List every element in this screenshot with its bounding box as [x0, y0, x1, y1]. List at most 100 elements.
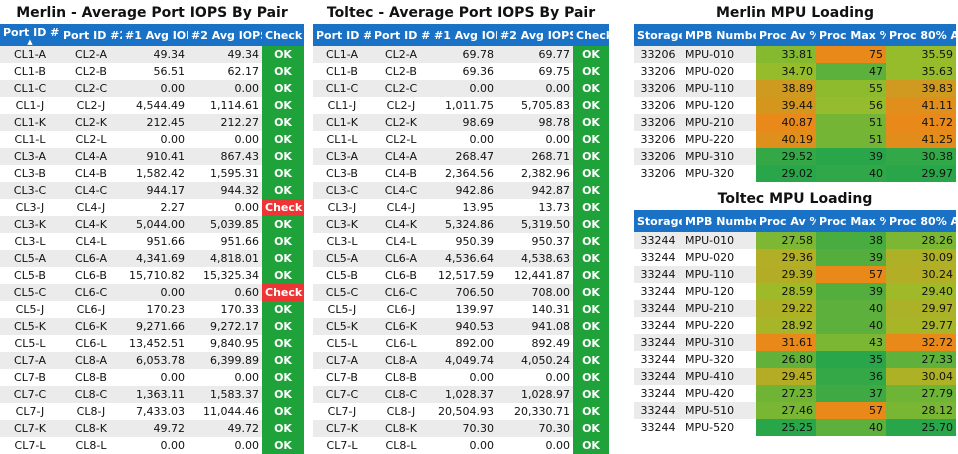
table-row[interactable]: 33206 MPU-120 39.44 56 41.11: [634, 97, 956, 114]
toltec-col-check[interactable]: Check: [573, 24, 609, 46]
table-row[interactable]: CL1-A CL2-A 49.34 49.34 OK: [0, 46, 304, 63]
table-row[interactable]: CL1-K CL2-K 212.45 212.27 OK: [0, 114, 304, 131]
table-row[interactable]: 33206 MPU-020 34.70 47 35.63: [634, 63, 956, 80]
table-row[interactable]: CL7-A CL8-A 4,049.74 4,050.24 OK: [313, 352, 609, 369]
table-row[interactable]: CL1-C CL2-C 0.00 0.00 OK: [0, 80, 304, 97]
table-row[interactable]: 33206 MPU-220 40.19 51 41.25: [634, 131, 956, 148]
storage-cell: 33206: [634, 97, 682, 114]
toltec-mpu-col-80[interactable]: Proc 80% Av: [886, 210, 956, 232]
table-row[interactable]: CL1-C CL2-C 0.00 0.00 OK: [313, 80, 609, 97]
table-row[interactable]: CL1-J CL2-J 1,011.75 5,705.83 OK: [313, 97, 609, 114]
table-row[interactable]: CL1-J CL2-J 4,544.49 1,114.61 OK: [0, 97, 304, 114]
table-row[interactable]: CL5-L CL6-L 892.00 892.49 OK: [313, 335, 609, 352]
table-row[interactable]: CL3-J CL4-J 13.95 13.73 OK: [313, 199, 609, 216]
table-row[interactable]: CL7-B CL8-B 0.00 0.00 OK: [313, 369, 609, 386]
table-row[interactable]: CL3-A CL4-A 910.41 867.43 OK: [0, 148, 304, 165]
check-status-cell: OK: [262, 46, 304, 63]
table-row[interactable]: CL7-K CL8-K 70.30 70.30 OK: [313, 420, 609, 437]
table-row[interactable]: CL1-A CL2-A 69.78 69.77 OK: [313, 46, 609, 63]
table-row[interactable]: CL7-L CL8-L 0.00 0.00 OK: [313, 437, 609, 454]
table-row[interactable]: CL5-K CL6-K 9,271.66 9,272.17 OK: [0, 318, 304, 335]
toltec-col-avg1[interactable]: #1 Avg IOPS: [431, 24, 497, 46]
table-row[interactable]: CL1-K CL2-K 98.69 98.78 OK: [313, 114, 609, 131]
table-row[interactable]: 33244 MPU-010 27.58 38 28.26: [634, 232, 956, 249]
table-row[interactable]: CL3-C CL4-C 944.17 944.32 OK: [0, 182, 304, 199]
table-row[interactable]: CL7-J CL8-J 7,433.03 11,044.46 OK: [0, 403, 304, 420]
table-row[interactable]: CL1-B CL2-B 56.51 62.17 OK: [0, 63, 304, 80]
table-row[interactable]: CL7-A CL8-A 6,053.78 6,399.89 OK: [0, 352, 304, 369]
toltec-mpu-col-storage[interactable]: Storage: [634, 210, 682, 232]
table-row[interactable]: 33206 MPU-310 29.52 39 30.38: [634, 148, 956, 165]
table-row[interactable]: 33244 MPU-420 27.23 37 27.79: [634, 385, 956, 402]
table-row[interactable]: CL3-L CL4-L 950.39 950.37 OK: [313, 233, 609, 250]
merlin-mpu-col-mpb[interactable]: MPB Number: [682, 24, 756, 46]
table-row[interactable]: 33244 MPU-410 29.45 36 30.04: [634, 368, 956, 385]
table-row[interactable]: CL5-B CL6-B 15,710.82 15,325.34 OK: [0, 267, 304, 284]
table-row[interactable]: CL3-L CL4-L 951.66 951.66 OK: [0, 233, 304, 250]
table-row[interactable]: 33244 MPU-310 31.61 43 32.72: [634, 334, 956, 351]
table-row[interactable]: CL5-B CL6-B 12,517.59 12,441.87 OK: [313, 267, 609, 284]
table-row[interactable]: CL5-A CL6-A 4,536.64 4,538.63 OK: [313, 250, 609, 267]
table-row[interactable]: 33244 MPU-120 28.59 39 29.40: [634, 283, 956, 300]
table-row[interactable]: CL3-B CL4-B 2,364.56 2,382.96 OK: [313, 165, 609, 182]
toltec-col-port1[interactable]: Port ID #1: [313, 24, 371, 46]
table-row[interactable]: CL7-B CL8-B 0.00 0.00 OK: [0, 369, 304, 386]
avg-iops-2-cell: 62.17: [188, 63, 262, 80]
table-row[interactable]: CL3-A CL4-A 268.47 268.71 OK: [313, 148, 609, 165]
table-row[interactable]: CL5-C CL6-C 706.50 708.00 OK: [313, 284, 609, 301]
merlin-col-avg2[interactable]: #2 Avg IOPS: [188, 24, 262, 46]
table-row[interactable]: CL1-L CL2-L 0.00 0.00 OK: [0, 131, 304, 148]
merlin-col-avg1[interactable]: #1 Avg IOPS: [122, 24, 188, 46]
toltec-col-avg2[interactable]: #2 Avg IOPS: [497, 24, 573, 46]
proc-max-cell: 40: [816, 317, 886, 334]
table-row[interactable]: CL3-C CL4-C 942.86 942.87 OK: [313, 182, 609, 199]
table-row[interactable]: 33244 MPU-510 27.46 57 28.12: [634, 402, 956, 419]
port-id-2-cell: CL4-K: [60, 216, 122, 233]
merlin-col-port1[interactable]: Port ID #1▲: [0, 24, 60, 46]
table-row[interactable]: 33206 MPU-010 33.81 75 35.59: [634, 46, 956, 63]
table-row[interactable]: 33244 MPU-520 25.25 40 25.70: [634, 419, 956, 436]
merlin-col-port2[interactable]: Port ID #2: [60, 24, 122, 46]
merlin-mpu-col-80[interactable]: Proc 80% Av: [886, 24, 956, 46]
port-id-1-cell: CL7-J: [313, 403, 371, 420]
merlin-mpu-col-max[interactable]: Proc Max %: [816, 24, 886, 46]
toltec-mpu-col-max[interactable]: Proc Max %: [816, 210, 886, 232]
table-row[interactable]: 33244 MPU-210 29.22 40 29.97: [634, 300, 956, 317]
table-row[interactable]: CL5-A CL6-A 4,341.69 4,818.01 OK: [0, 250, 304, 267]
table-row[interactable]: CL5-K CL6-K 940.53 941.08 OK: [313, 318, 609, 335]
avg-iops-2-cell: 15,325.34: [188, 267, 262, 284]
table-row[interactable]: CL5-J CL6-J 170.23 170.33 OK: [0, 301, 304, 318]
merlin-mpu-col-avg[interactable]: Proc Av %: [756, 24, 816, 46]
toltec-mpu-col-avg[interactable]: Proc Av %: [756, 210, 816, 232]
avg-iops-1-cell: 5,044.00: [122, 216, 188, 233]
table-row[interactable]: CL5-J CL6-J 139.97 140.31 OK: [313, 301, 609, 318]
table-row[interactable]: 33244 MPU-220 28.92 40 29.77: [634, 317, 956, 334]
merlin-col-check[interactable]: Check: [262, 24, 304, 46]
table-row[interactable]: CL1-B CL2-B 69.36 69.75 OK: [313, 63, 609, 80]
table-row[interactable]: 33206 MPU-320 29.02 40 29.97: [634, 165, 956, 182]
table-row[interactable]: CL5-C CL6-C 0.00 0.60 Check: [0, 284, 304, 301]
toltec-mpu-col-mpb[interactable]: MPB Number: [682, 210, 756, 232]
table-row[interactable]: CL7-C CL8-C 1,363.11 1,583.37 OK: [0, 386, 304, 403]
check-status-cell: OK: [573, 437, 609, 454]
table-row[interactable]: 33206 MPU-110 38.89 55 39.83: [634, 80, 956, 97]
storage-cell: 33206: [634, 80, 682, 97]
port-id-2-cell: CL6-B: [60, 267, 122, 284]
table-row[interactable]: CL1-L CL2-L 0.00 0.00 OK: [313, 131, 609, 148]
table-row[interactable]: CL7-L CL8-L 0.00 0.00 OK: [0, 437, 304, 454]
table-row[interactable]: CL3-B CL4-B 1,582.42 1,595.31 OK: [0, 165, 304, 182]
toltec-col-port2[interactable]: Port ID #2: [371, 24, 431, 46]
table-row[interactable]: CL3-J CL4-J 2.27 0.00 Check: [0, 199, 304, 216]
table-row[interactable]: CL3-K CL4-K 5,044.00 5,039.85 OK: [0, 216, 304, 233]
table-row[interactable]: 33206 MPU-210 40.87 51 41.72: [634, 114, 956, 131]
table-row[interactable]: 33244 MPU-020 29.36 39 30.09: [634, 249, 956, 266]
table-row[interactable]: CL5-L CL6-L 13,452.51 9,840.95 OK: [0, 335, 304, 352]
merlin-mpu-col-storage[interactable]: Storage: [634, 24, 682, 46]
table-row[interactable]: CL7-J CL8-J 20,504.93 20,330.71 OK: [313, 403, 609, 420]
table-row[interactable]: 33244 MPU-110 29.39 57 30.24: [634, 266, 956, 283]
table-row[interactable]: CL3-K CL4-K 5,324.86 5,319.50 OK: [313, 216, 609, 233]
port-id-1-cell: CL1-J: [0, 97, 60, 114]
table-row[interactable]: CL7-C CL8-C 1,028.37 1,028.97 OK: [313, 386, 609, 403]
table-row[interactable]: 33244 MPU-320 26.80 35 27.33: [634, 351, 956, 368]
table-row[interactable]: CL7-K CL8-K 49.72 49.72 OK: [0, 420, 304, 437]
